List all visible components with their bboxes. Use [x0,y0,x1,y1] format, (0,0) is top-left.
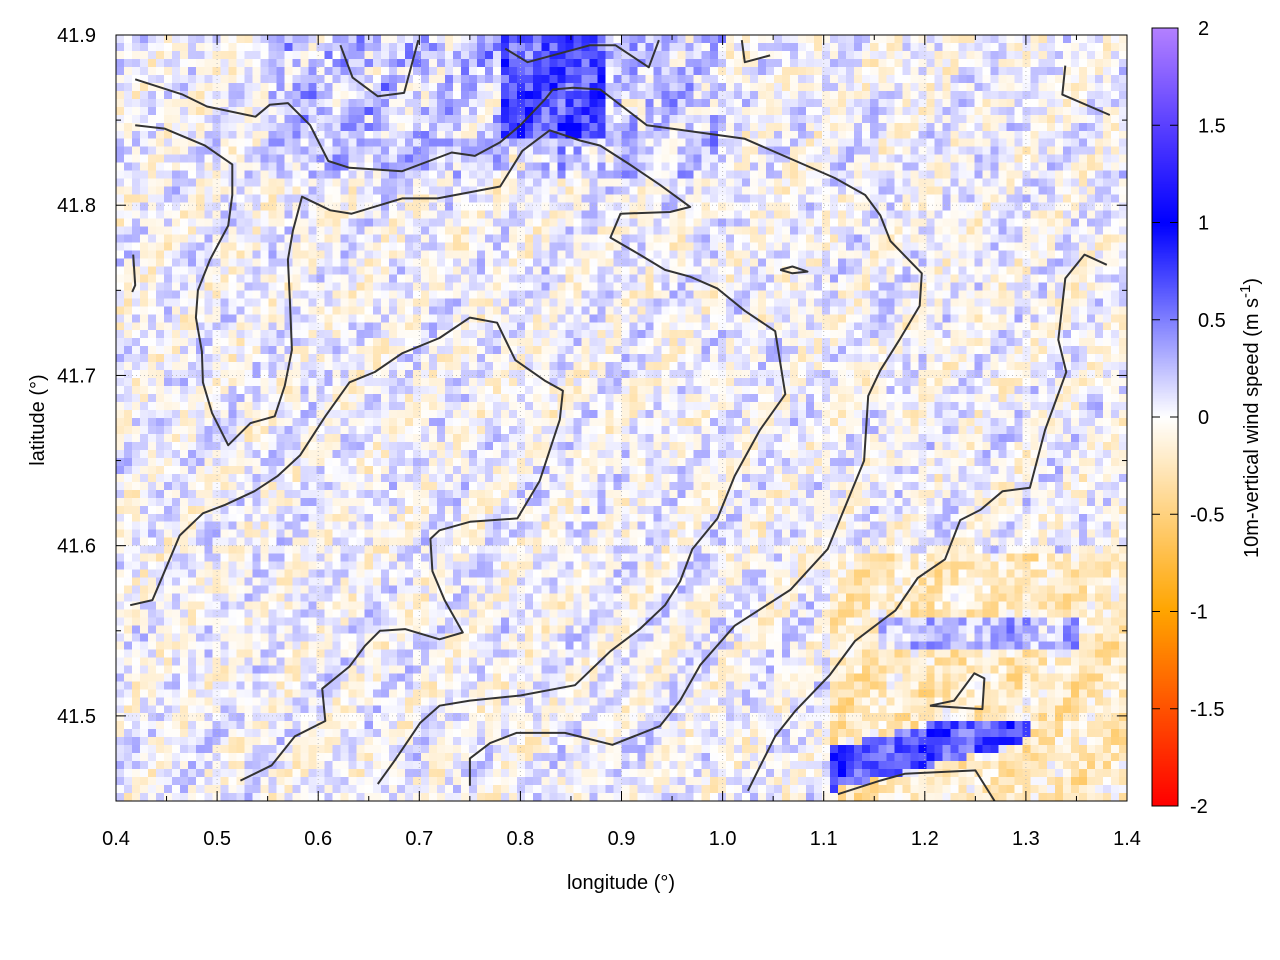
x-tick-label: 0.4 [102,828,130,850]
colorbar-tick-label: 2 [1198,18,1209,40]
contours [129,39,1111,802]
colorbar-tick-labels: 2 1.5 1 0.5 0 -0.5 -1 -1.5 -2 [1190,18,1226,818]
colorbar-tick-label: 1.5 [1198,115,1226,137]
x-tick-label: 0.7 [405,828,433,850]
colorbar-tick-label: 0 [1198,407,1209,429]
y-tick-label: 41.6 [57,536,96,558]
y-tick-label: 41.7 [57,365,96,387]
contour-line [837,769,996,802]
contour-line [1061,65,1111,116]
y-tick-label: 41.5 [57,706,96,728]
x-tick-label: 0.9 [608,828,636,850]
colorbar-tick-label: -2 [1190,796,1208,818]
y-tick-label: 41.9 [57,25,96,47]
colorbar-label-sup: -1 [1237,285,1254,298]
x-tick-label: 1.3 [1012,828,1040,850]
x-tick-label: 0.8 [506,828,534,850]
axis-ticks [115,27,1178,807]
colorbar-tick-label: -1.5 [1190,699,1224,721]
contour-line [131,254,137,293]
colorbar-label-end: ) [1241,278,1263,285]
colorbar-frame [1151,27,1179,807]
contour-line [135,124,787,785]
contour-line [929,672,986,711]
heatmap-field [116,35,1127,801]
colorbar-tick-label: -0.5 [1190,504,1224,526]
contour-line [504,39,660,69]
grid [116,35,1127,801]
y-tick-label: 41.8 [57,195,96,217]
x-tick-label: 1.2 [911,828,939,850]
x-tick-label: 0.6 [304,828,332,850]
x-tick-label: 0.5 [203,828,231,850]
x-axis-label: longitude (°) [567,872,675,894]
contour-line [129,316,564,782]
colorbar-tick-label: 1 [1198,213,1209,235]
x-tick-labels: 0.4 0.5 0.6 0.7 0.8 0.9 1.0 1.1 1.2 1.3 1.4 [102,828,1141,850]
colorbar-label-main: 10m-vertical wind speed (m s [1241,298,1263,558]
x-tick-label: 1.1 [810,828,838,850]
colorbar-tick-label: -1 [1190,602,1208,624]
x-tick-label: 1.0 [709,828,737,850]
contour-line [779,265,809,275]
contour-line [740,39,771,64]
contour-line [134,78,923,786]
x-tick-label: 1.4 [1113,828,1141,850]
colorbar-tick-label: 0.5 [1198,310,1226,332]
contour-line [747,253,1108,792]
y-tick-labels: 41.5 41.6 41.7 41.8 41.9 [57,25,96,728]
y-axis-label: latitude (°) [27,374,49,465]
colorbar-label: 10m-vertical wind speed (m s-1) [1237,278,1263,558]
contour-line [339,39,420,98]
